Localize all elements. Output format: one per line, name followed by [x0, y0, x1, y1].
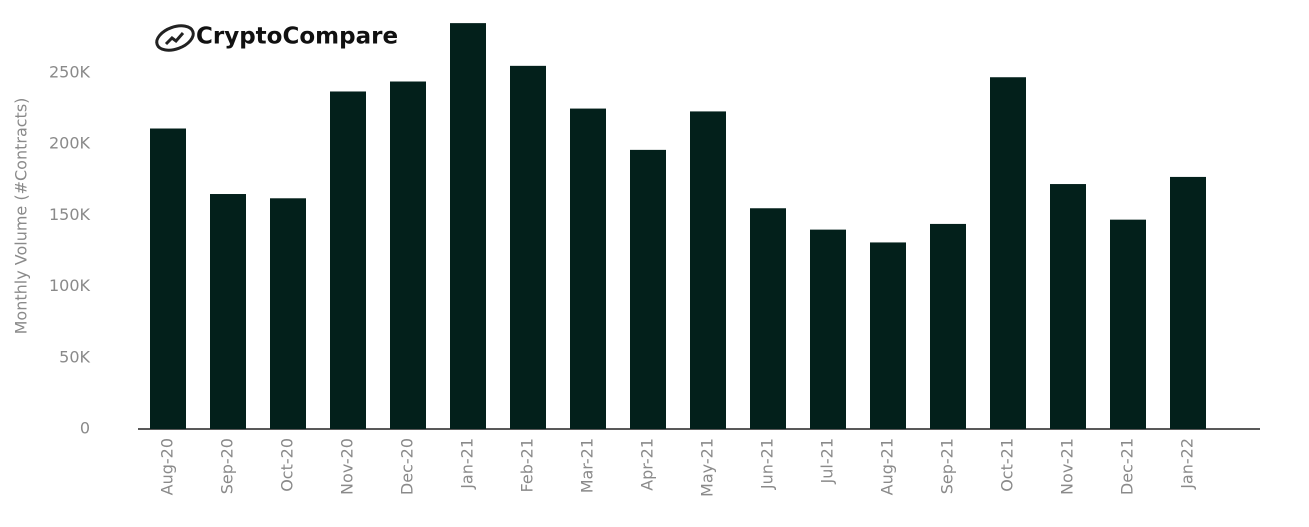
- y-tick-label: 200K: [49, 134, 91, 153]
- bar: [630, 149, 666, 430]
- x-tick-label: Sep-20: [218, 438, 237, 494]
- x-tick-label: Dec-20: [398, 438, 417, 495]
- y-tick-label: 0: [80, 419, 90, 438]
- bar: [390, 81, 426, 429]
- y-tick-label: 250K: [49, 62, 91, 81]
- x-tick-label: Aug-21: [878, 438, 897, 495]
- bar: [750, 208, 786, 429]
- logo: CryptoCompare: [155, 24, 398, 52]
- bar: [330, 91, 366, 429]
- y-tick-label: 100K: [49, 276, 91, 295]
- x-tick-label: Oct-20: [278, 438, 297, 492]
- x-tick-label: Jan-21: [458, 438, 477, 490]
- x-tick-label: Mar-21: [578, 438, 597, 493]
- bar: [570, 108, 606, 429]
- logo-icon-line: [164, 32, 185, 46]
- bar: [270, 198, 306, 429]
- x-tick-label: Jul-21: [818, 438, 837, 484]
- x-tick-label: May-21: [698, 438, 717, 497]
- x-tick-label: Jan-22: [1178, 438, 1197, 490]
- bar: [870, 242, 906, 429]
- bar: [810, 229, 846, 429]
- logo-icon: [155, 24, 195, 52]
- x-tick-label: Apr-21: [638, 438, 657, 491]
- x-tick-label: Oct-21: [998, 438, 1017, 492]
- bar: [690, 111, 726, 430]
- bar: [450, 23, 486, 429]
- bar: [1110, 219, 1146, 429]
- x-tick-label: Sep-21: [938, 438, 957, 494]
- x-tick-label: Feb-21: [518, 438, 537, 492]
- bar: [210, 194, 246, 429]
- y-axis-label: Monthly Volume (#Contracts): [12, 98, 31, 335]
- bar: [1170, 176, 1206, 429]
- x-tick-label: Nov-20: [338, 438, 357, 495]
- y-tick-label: 50K: [59, 347, 90, 366]
- x-tick-label: Nov-21: [1058, 438, 1077, 495]
- logo-text: CryptoCompare: [196, 24, 398, 50]
- bar: [510, 65, 546, 430]
- bar: [1050, 184, 1086, 429]
- x-tick-label: Jun-21: [758, 438, 777, 490]
- bar: [930, 223, 966, 429]
- bar: [990, 77, 1026, 430]
- bar: [150, 128, 186, 429]
- x-tick-label: Aug-20: [158, 438, 177, 495]
- x-tick-label: Dec-21: [1118, 438, 1137, 495]
- y-tick-label: 150K: [49, 205, 91, 224]
